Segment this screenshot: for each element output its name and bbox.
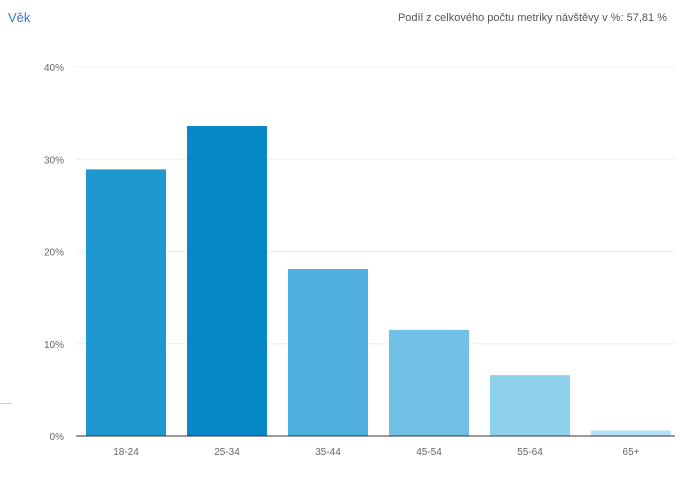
x-tick-label: 65+ [623,447,640,458]
y-tick-label: 30% [44,155,64,166]
x-tick-label: 35-44 [315,447,341,458]
bar-65+ [591,430,671,436]
bar-18-24 [86,169,166,436]
x-tick-label: 25-34 [214,447,240,458]
x-tick-label: 45-54 [416,447,442,458]
y-tick-label: 10% [44,340,64,351]
bar-25-34 [187,126,267,436]
chart-title: Věk [8,10,31,25]
y-tick-label: 0% [50,432,65,443]
bar-35-44 [288,269,368,436]
chart-subtitle: Podíl z celkového počtu metriky návštěvy… [397,12,667,24]
x-tick-label: 55-64 [517,447,543,458]
y-tick-label: 20% [44,248,64,259]
bar-55-64 [490,375,570,436]
y-tick-label: 40% [44,63,64,74]
x-tick-label: 18-24 [113,447,139,458]
left-edge-divider [0,403,12,404]
bar-45-54 [389,329,469,436]
